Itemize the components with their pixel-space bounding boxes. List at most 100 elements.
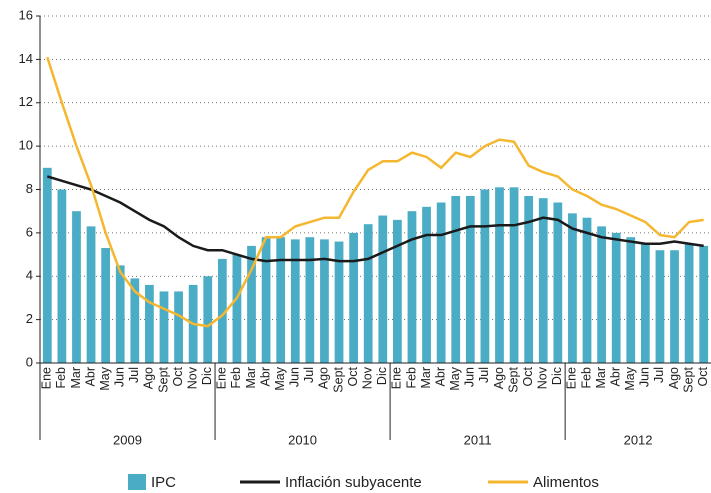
- x-tick-label: Mar: [419, 367, 433, 389]
- line: [46, 56, 704, 328]
- x-tick-label: Ago: [492, 367, 506, 389]
- bar: [597, 226, 606, 363]
- y-tick-label: 8: [26, 181, 33, 196]
- bar: [276, 237, 286, 363]
- y-tick-label: 16: [19, 7, 33, 22]
- bar: [305, 237, 315, 363]
- bar: [495, 187, 504, 363]
- legend-swatch: [128, 474, 146, 490]
- bar: [130, 278, 140, 363]
- x-tick-label: Ene: [215, 367, 229, 389]
- bar: [611, 232, 621, 363]
- bar: [261, 237, 271, 363]
- x-tick-label: Feb: [54, 367, 68, 389]
- x-tick-label: Abr: [608, 367, 622, 386]
- bar: [538, 198, 548, 363]
- bar: [145, 284, 154, 363]
- bar: [334, 241, 344, 363]
- bar: [349, 232, 358, 363]
- legend-label: Alimentos: [533, 474, 599, 491]
- x-tick-label: Sept: [331, 366, 345, 392]
- bar: [217, 258, 227, 363]
- bar: [159, 291, 169, 363]
- group-label: 2009: [113, 432, 142, 447]
- bar: [203, 276, 213, 363]
- x-tick-label: Ene: [40, 367, 54, 389]
- x-tick-label: Jun: [638, 367, 652, 387]
- x-tick-label: Oct: [346, 366, 360, 386]
- x-tick-label: Nov: [361, 366, 375, 389]
- bar: [509, 187, 519, 363]
- bar: [320, 239, 329, 363]
- x-tick-label: Jul: [477, 367, 491, 383]
- y-tick-label: 4: [26, 268, 33, 283]
- x-tick-label: May: [623, 366, 637, 390]
- x-tick-label: Feb: [579, 367, 593, 389]
- bar: [247, 245, 256, 363]
- x-tick-label: Oct: [171, 366, 185, 386]
- x-tick-label: Nov: [536, 366, 550, 389]
- y-tick-label: 2: [26, 311, 33, 326]
- legend-label: Inflación subyacente: [285, 474, 422, 491]
- x-tick-label: Abr: [433, 367, 447, 386]
- x-tick-label: Jun: [113, 367, 127, 387]
- group-label: 2012: [624, 432, 653, 447]
- bar: [670, 250, 679, 363]
- bar: [524, 196, 534, 363]
- bar: [684, 243, 694, 363]
- bar: [86, 226, 96, 363]
- bar: [57, 189, 67, 363]
- x-tick-label: Ene: [390, 367, 404, 389]
- bar: [436, 202, 446, 363]
- y-tick-label: 14: [19, 51, 33, 66]
- x-tick-label: May: [273, 366, 287, 390]
- x-tick-label: Sept: [156, 366, 170, 392]
- bar: [699, 245, 709, 363]
- bar: [174, 291, 183, 363]
- bar: [626, 237, 636, 363]
- x-tick-label: Jul: [127, 367, 141, 383]
- x-tick-label: Nov: [185, 366, 199, 389]
- line: [46, 175, 704, 263]
- x-tick-label: Ago: [142, 367, 156, 389]
- bar: [568, 213, 577, 363]
- bar: [232, 254, 242, 363]
- bar: [378, 215, 388, 363]
- bar: [422, 206, 431, 363]
- group-label: 2011: [464, 432, 492, 447]
- x-tick-label: Sept: [681, 366, 695, 392]
- group-label: 2010: [288, 432, 317, 447]
- x-tick-label: Abr: [258, 367, 272, 386]
- y-tick-label: 0: [26, 354, 33, 369]
- x-tick-label: Abr: [83, 367, 97, 386]
- x-tick-label: Jun: [463, 367, 477, 387]
- x-tick-label: Jul: [652, 367, 666, 383]
- x-tick-label: Sept: [506, 366, 520, 392]
- bar: [363, 224, 373, 363]
- legend-label: IPC: [151, 474, 176, 491]
- bar: [290, 239, 300, 363]
- bar: [42, 167, 52, 363]
- x-tick-label: May: [448, 366, 462, 390]
- x-tick-label: Jul: [302, 367, 316, 383]
- y-tick-label: 10: [19, 138, 33, 153]
- x-tick-label: Mar: [69, 367, 83, 389]
- x-tick-label: Feb: [404, 367, 418, 389]
- x-tick-label: Jun: [288, 367, 302, 387]
- x-tick-label: Mar: [244, 367, 258, 389]
- bar: [115, 265, 125, 363]
- bar: [640, 243, 650, 363]
- x-tick-label: Dic: [375, 367, 389, 385]
- x-tick-label: Oct: [521, 366, 535, 386]
- x-tick-label: May: [98, 366, 112, 390]
- bar: [393, 219, 402, 363]
- bar: [553, 202, 563, 363]
- x-tick-label: Ago: [667, 367, 681, 389]
- x-tick-label: Dic: [550, 367, 564, 385]
- y-tick-label: 6: [26, 224, 33, 239]
- x-tick-label: Ago: [317, 367, 331, 389]
- bar: [451, 196, 461, 363]
- bar: [407, 211, 417, 363]
- bar: [582, 217, 592, 363]
